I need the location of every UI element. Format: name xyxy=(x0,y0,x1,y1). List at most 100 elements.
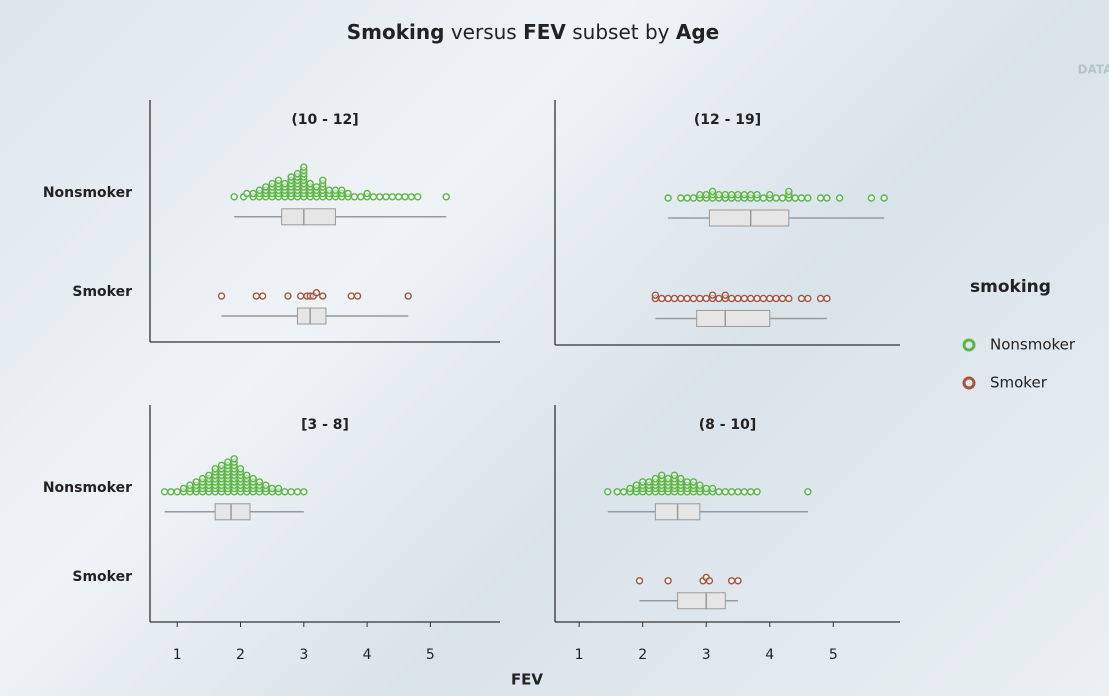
dot xyxy=(404,292,412,300)
legend-marker xyxy=(962,376,976,390)
dot xyxy=(746,488,755,496)
dot xyxy=(664,194,672,202)
dot xyxy=(705,577,714,585)
dot xyxy=(198,474,207,483)
dot xyxy=(353,292,362,300)
dot xyxy=(388,193,397,201)
x-tick-label: 2 xyxy=(638,647,647,663)
dot xyxy=(759,194,768,202)
panel-title: [3 - 8] xyxy=(301,417,349,433)
dot xyxy=(689,194,698,202)
dot xyxy=(823,194,831,202)
dot xyxy=(696,294,704,303)
panel-title: (8 - 10] xyxy=(699,417,757,433)
dot xyxy=(734,294,742,303)
legend-marker xyxy=(962,338,976,352)
dot xyxy=(734,577,742,585)
dot xyxy=(312,289,321,297)
x-tick-label: 3 xyxy=(702,647,711,663)
dot xyxy=(702,190,710,199)
dot xyxy=(262,183,270,191)
dot xyxy=(696,190,704,199)
dot xyxy=(638,478,647,486)
dot xyxy=(262,481,270,489)
dot xyxy=(753,488,761,496)
dot xyxy=(243,471,251,479)
dot xyxy=(683,194,691,202)
dot xyxy=(306,179,314,188)
dot xyxy=(319,176,327,185)
dot xyxy=(658,471,666,479)
box xyxy=(281,208,336,226)
dot xyxy=(670,471,679,479)
dot xyxy=(664,294,672,303)
dot xyxy=(224,458,232,466)
dot xyxy=(249,474,257,483)
dot xyxy=(727,294,736,303)
dot xyxy=(721,190,729,199)
panel-title: (10 - 12] xyxy=(291,112,358,128)
dot xyxy=(740,190,749,199)
dot xyxy=(759,294,768,303)
dot xyxy=(702,484,710,493)
dot xyxy=(797,194,806,202)
x-tick-label: 1 xyxy=(575,647,584,663)
dot xyxy=(689,294,698,303)
dot xyxy=(651,474,660,483)
dot xyxy=(734,488,742,496)
box xyxy=(296,307,327,325)
dot xyxy=(727,488,736,496)
dot xyxy=(740,294,749,303)
dot xyxy=(211,465,219,473)
dot xyxy=(255,186,264,194)
dot xyxy=(740,488,749,496)
dot xyxy=(192,478,200,486)
title-part: Age xyxy=(676,20,719,44)
dot xyxy=(702,294,710,303)
dot xyxy=(205,471,213,479)
dot xyxy=(816,294,825,303)
dot xyxy=(230,455,238,463)
dot xyxy=(880,194,888,202)
dot xyxy=(287,488,295,496)
dot xyxy=(293,488,302,496)
x-tick-label: 4 xyxy=(363,647,372,663)
dot xyxy=(268,179,276,188)
dot xyxy=(708,187,717,196)
dot xyxy=(252,292,261,300)
dot xyxy=(626,484,634,493)
dot xyxy=(255,478,264,486)
dot xyxy=(281,179,289,188)
x-tick-label: 1 xyxy=(173,647,182,663)
watermark: DATA xyxy=(1078,63,1109,77)
dot xyxy=(816,194,825,202)
dot xyxy=(338,186,346,194)
dot xyxy=(835,194,844,202)
x-tick-label: 2 xyxy=(236,647,245,663)
dot xyxy=(300,488,308,496)
box xyxy=(696,309,771,327)
dot xyxy=(715,190,723,199)
dot xyxy=(664,577,672,585)
dot xyxy=(236,465,245,473)
dot xyxy=(696,481,704,489)
title-part: Smoking xyxy=(347,20,445,44)
dot xyxy=(683,294,691,303)
dot xyxy=(401,193,409,201)
dot xyxy=(268,484,276,493)
dot xyxy=(281,488,289,496)
dot xyxy=(677,194,685,202)
dot xyxy=(689,478,698,486)
dot xyxy=(772,194,780,202)
dot xyxy=(635,577,644,585)
dot xyxy=(395,193,403,201)
dot xyxy=(613,488,621,496)
dot xyxy=(300,163,308,171)
dot xyxy=(785,294,793,303)
dot xyxy=(274,176,283,185)
dot xyxy=(249,189,257,198)
dot xyxy=(632,481,641,489)
y-tick-label: Nonsmoker xyxy=(43,480,132,496)
